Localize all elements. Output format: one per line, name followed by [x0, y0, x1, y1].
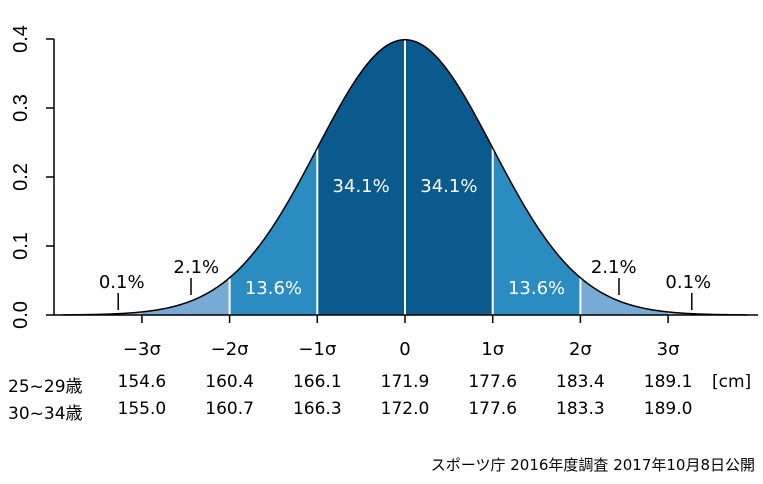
y-tick-label: 0.4: [10, 25, 32, 53]
table-cell: 172.0: [380, 399, 430, 419]
region-4: [141, 277, 230, 315]
percent-label: 2.1%: [173, 257, 219, 278]
table-cell: 177.6: [468, 372, 518, 392]
normal-distribution-chart: 0.0 0.1 0.2 0.3 0.4 −3σ −2σ −1σ 0 1σ 2σ 3σ 34.1% 34.1…: [10, 25, 758, 360]
table-cell: 177.6: [468, 399, 518, 419]
table-cell: 189.1: [643, 372, 693, 392]
table-cell: 160.4: [205, 372, 254, 392]
region-6: [62, 311, 142, 315]
table-cell: 160.7: [205, 399, 254, 419]
x-tick-label: −2σ: [211, 339, 249, 360]
percent-label: 0.1%: [665, 272, 711, 293]
row-label: 25~29歳: [8, 377, 83, 397]
y-tick-label: 0.2: [10, 163, 32, 191]
percent-label: 2.1%: [591, 257, 637, 278]
region-5: [580, 277, 669, 315]
x-tick-label: 2σ: [569, 339, 592, 360]
table-cell: 183.4: [556, 372, 605, 392]
unit-label: [cm]: [712, 372, 752, 392]
percent-label: 34.1%: [333, 176, 390, 197]
density-curve: [62, 38, 748, 316]
table-cell: 166.3: [292, 399, 342, 419]
table-cell: 166.1: [292, 372, 342, 392]
x-tick-label: −3σ: [123, 339, 161, 360]
table-cell: 154.6: [117, 372, 167, 392]
x-tick-label: 3σ: [657, 339, 680, 360]
x-tick-label: −1σ: [298, 339, 336, 360]
percent-label: 0.1%: [99, 272, 145, 293]
y-tick-label: 0.3: [10, 94, 32, 122]
y-tick-label: 0.0: [10, 301, 32, 329]
percent-label: 13.6%: [508, 278, 565, 299]
table-cell: 171.9: [380, 372, 430, 392]
x-tick-label: 1σ: [481, 339, 504, 360]
region-7: [668, 311, 748, 315]
source-note: スポーツ庁 2016年度調査 2017年10月8日公開: [430, 456, 755, 474]
x-tick-label: 0: [399, 339, 410, 360]
table-cell: 189.0: [643, 399, 693, 419]
row-label: 30~34歳: [8, 404, 83, 424]
table-cell: 183.3: [556, 399, 605, 419]
percent-label: 34.1%: [420, 176, 477, 197]
y-tick-label: 0.1: [10, 232, 32, 260]
table-cell: 155.0: [117, 399, 167, 419]
percent-label: 13.6%: [245, 278, 302, 299]
